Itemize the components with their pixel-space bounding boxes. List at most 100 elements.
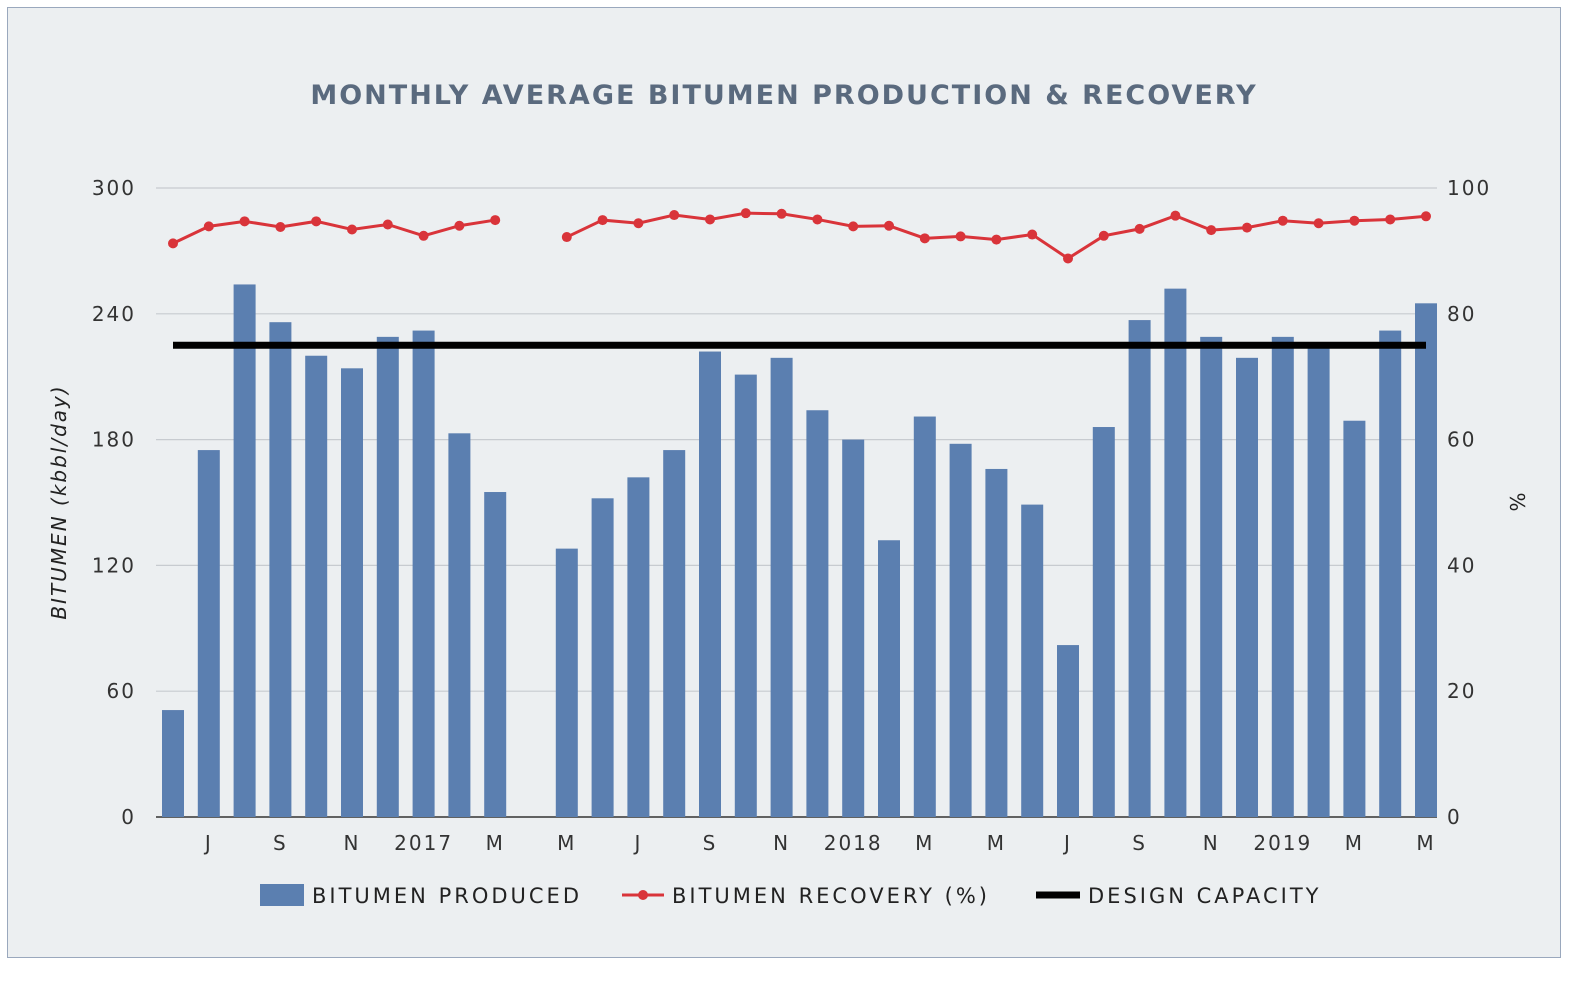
recovery-point: [1421, 211, 1431, 222]
bar: [1200, 336, 1223, 817]
bar: [305, 355, 328, 817]
y2-tick-label: 20: [1447, 679, 1476, 703]
recovery-point: [705, 214, 715, 225]
bar: [663, 450, 686, 817]
x-tick-label: M: [1345, 831, 1364, 855]
recovery-point: [490, 215, 501, 226]
chart-title: MONTHLY AVERAGE BITUMEN PRODUCTION & REC…: [310, 80, 1258, 111]
bar: [770, 357, 793, 817]
bar: [1021, 504, 1044, 817]
y2-tick-label: 60: [1447, 428, 1476, 452]
bar: [269, 322, 292, 817]
y-tick-label: 0: [121, 805, 136, 829]
recovery-point: [597, 215, 608, 226]
recovery-point: [1313, 218, 1324, 229]
x-tick-label: M: [486, 831, 505, 855]
y2-tick-label: 40: [1447, 553, 1476, 577]
bar: [376, 336, 399, 817]
bar: [591, 498, 614, 817]
bar: [1307, 347, 1330, 817]
recovery-point: [812, 214, 823, 225]
recovery-point: [1242, 222, 1252, 233]
legend-label-design-capacity: DESIGN CAPACITY: [1088, 884, 1321, 908]
y-tick-label: 60: [107, 679, 136, 703]
x-tick-label: S: [273, 831, 288, 855]
bar: [1092, 427, 1115, 817]
bar: [878, 540, 900, 817]
bar: [1343, 420, 1366, 817]
x-tick-label: J: [203, 831, 213, 855]
bar: [949, 443, 972, 817]
bar: [412, 330, 435, 817]
x-tick-label: N: [1203, 831, 1220, 855]
x-tick-label: S: [703, 831, 718, 855]
recovery-point: [203, 221, 214, 232]
x-tick-label: M: [1416, 831, 1435, 855]
recovery-point: [418, 230, 429, 241]
bar: [1164, 288, 1187, 817]
bar: [985, 468, 1008, 817]
recovery-point: [884, 220, 894, 231]
bar: [484, 492, 507, 817]
x-tick-label: M: [557, 831, 576, 855]
bar: [1271, 336, 1294, 817]
bar: [806, 410, 829, 817]
bar: [1415, 303, 1437, 818]
bar: [233, 284, 256, 817]
recovery-point: [1098, 230, 1109, 241]
bar: [627, 477, 650, 817]
recovery-point: [239, 216, 250, 227]
recovery-point: [1349, 215, 1360, 226]
recovery-point: [955, 231, 966, 242]
bar: [1057, 645, 1079, 817]
x-tick-label: 2018: [824, 831, 883, 855]
recovery-point: [1206, 225, 1217, 236]
legend-label-recovery: BITUMEN RECOVERY (%): [672, 884, 990, 908]
bar: [162, 710, 184, 817]
bar: [842, 439, 865, 817]
recovery-point: [669, 210, 680, 221]
recovery-point: [382, 219, 393, 230]
recovery-point: [1385, 214, 1396, 225]
bar: [448, 433, 471, 817]
bar: [1128, 320, 1151, 817]
bar: [1236, 357, 1258, 817]
y-tick-label: 240: [92, 302, 136, 326]
recovery-point: [454, 220, 465, 231]
recovery-point: [1063, 253, 1073, 264]
x-tick-label: N: [773, 831, 790, 855]
bar: [1379, 330, 1402, 817]
bar: [913, 416, 936, 817]
x-tick-label: J: [1062, 831, 1072, 855]
x-tick-label: N: [344, 831, 361, 855]
recovery-point: [168, 238, 178, 249]
legend-swatch-recovery-marker: [638, 890, 648, 900]
recovery-line: [172, 218, 496, 245]
y-axis-title: BITUMEN (kbbl/day): [47, 384, 71, 619]
recovery-point: [561, 232, 572, 243]
x-tick-label: S: [1132, 831, 1147, 855]
y2-tick-label: 80: [1447, 302, 1476, 326]
recovery-point: [1277, 215, 1288, 226]
y2-tick-label: 0: [1447, 805, 1462, 829]
recovery-point: [776, 208, 787, 219]
recovery-point: [991, 234, 1002, 245]
recovery-point: [1134, 223, 1145, 234]
recovery-point: [919, 233, 930, 244]
y-tick-label: 180: [92, 428, 136, 452]
bar: [341, 368, 363, 817]
legend-label-bitumen-produced: BITUMEN PRODUCED: [312, 884, 582, 908]
recovery-point: [1170, 210, 1181, 221]
y-tick-label: 120: [92, 553, 136, 577]
bar: [699, 351, 721, 817]
recovery-point: [633, 218, 644, 229]
recovery-point: [848, 221, 859, 232]
x-tick-label: 2019: [1253, 831, 1312, 855]
bar: [555, 548, 578, 817]
bar: [197, 450, 220, 817]
recovery-point: [347, 224, 357, 235]
recovery-point: [740, 208, 751, 219]
x-tick-label: M: [915, 831, 934, 855]
x-tick-label: 2017: [394, 831, 453, 855]
